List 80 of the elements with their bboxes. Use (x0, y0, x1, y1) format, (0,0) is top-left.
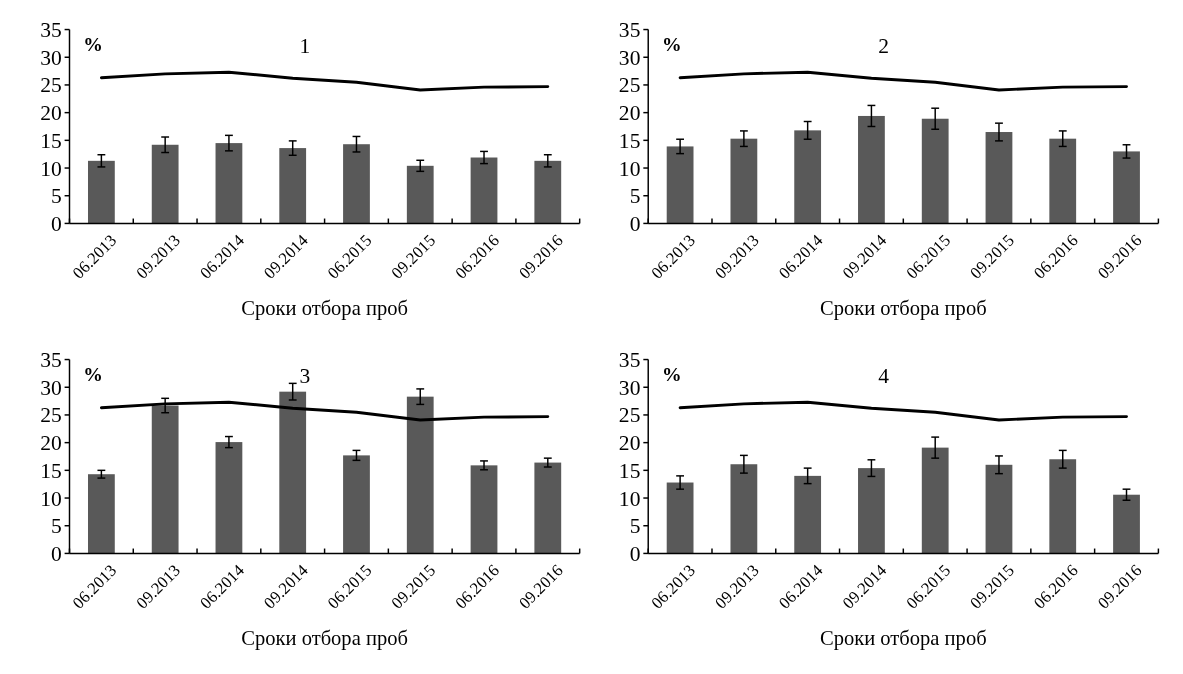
bar (730, 464, 758, 554)
bar (794, 475, 822, 554)
y-tick-label: 0 (629, 541, 641, 566)
y-tick-label: 30 (40, 375, 62, 400)
y-tick-label: 25 (40, 403, 62, 428)
y-tick-label: 35 (40, 18, 62, 43)
line-series (678, 400, 1128, 422)
bar (151, 405, 179, 554)
bar (1049, 459, 1077, 554)
chart-title: 2 (878, 34, 890, 59)
bar (215, 442, 243, 554)
y-tick-label: 5 (50, 184, 62, 209)
y-tick-label: 30 (618, 375, 641, 400)
y-tick-label: 10 (618, 156, 641, 181)
y-tick-label: 5 (50, 514, 62, 539)
bar (666, 146, 694, 224)
bar (1113, 494, 1140, 554)
y-tick-label: 15 (618, 128, 641, 153)
y-tick-label: 5 (629, 184, 641, 209)
y-tick-label: 10 (40, 156, 62, 181)
bar (985, 132, 1013, 224)
y-tick-label: 0 (50, 541, 62, 566)
bar (343, 455, 370, 554)
line-series (99, 400, 550, 422)
y-tick-label: 30 (618, 45, 641, 70)
y-axis-title: % (661, 364, 682, 386)
bar (87, 160, 115, 224)
x-axis-title: Сроки отбора проб (241, 627, 408, 651)
bar (534, 462, 562, 554)
bar (1049, 138, 1077, 224)
y-tick-label: 15 (618, 458, 641, 483)
y-tick-label: 5 (629, 514, 641, 539)
y-tick-label: 35 (40, 348, 62, 373)
x-axis-title: Сроки отбора проб (820, 297, 987, 321)
bar (406, 396, 434, 554)
bar (279, 148, 307, 224)
y-tick-label: 20 (618, 431, 641, 456)
bar (1113, 151, 1140, 224)
bar (730, 138, 758, 224)
chart-title: 4 (878, 364, 890, 389)
y-tick-label: 35 (618, 18, 641, 43)
bar (985, 464, 1013, 554)
bar (534, 160, 562, 224)
y-tick-label: 20 (618, 101, 641, 126)
y-axis-title: % (661, 34, 682, 56)
bar (279, 391, 307, 554)
y-axis-title: % (83, 34, 103, 56)
y-axis-title: % (83, 364, 103, 386)
y-tick-label: 25 (618, 73, 641, 98)
y-tick-label: 15 (40, 128, 62, 153)
y-tick-label: 25 (618, 403, 641, 428)
y-tick-label: 10 (40, 486, 62, 511)
bar (921, 118, 949, 224)
y-tick-label: 20 (40, 101, 62, 126)
chart-title: 3 (299, 364, 311, 389)
bar (470, 157, 498, 224)
y-tick-label: 0 (629, 211, 641, 236)
bar (858, 115, 885, 224)
bar (794, 130, 822, 224)
y-tick-label: 35 (618, 348, 641, 373)
y-tick-label: 20 (40, 431, 62, 456)
bar (87, 474, 115, 554)
bar (343, 144, 370, 224)
bar (406, 165, 434, 224)
bar (666, 482, 694, 554)
y-tick-label: 30 (40, 45, 62, 70)
line-series (99, 70, 550, 92)
y-tick-label: 0 (50, 211, 62, 236)
bar (151, 144, 179, 224)
bar (215, 143, 243, 224)
y-tick-label: 25 (40, 73, 62, 98)
line-series (678, 70, 1128, 92)
chart-title: 1 (299, 34, 311, 59)
bar (921, 447, 949, 554)
bar (470, 465, 498, 554)
bar (858, 468, 885, 554)
x-axis-title: Сроки отбора проб (241, 297, 408, 321)
y-tick-label: 10 (618, 486, 641, 511)
y-tick-label: 15 (40, 458, 62, 483)
x-axis-title: Сроки отбора проб (820, 627, 987, 651)
